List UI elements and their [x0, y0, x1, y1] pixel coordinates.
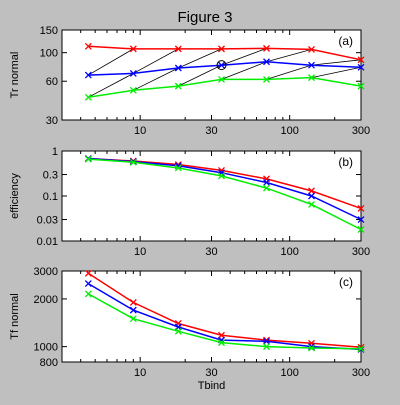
green-data-point — [129, 158, 137, 166]
plot-area — [61, 29, 362, 121]
green-data-point — [218, 339, 225, 347]
x-tick-label: 300 — [352, 125, 370, 137]
red-data-point — [357, 56, 365, 64]
y-axis-label: Tf normal — [9, 293, 21, 339]
red-data-point — [129, 298, 137, 306]
blue-data-point — [263, 58, 270, 66]
panel-c: 10 30 100 300 800 1000 2000 3000 (c) Tf normal Tbi… — [9, 266, 370, 392]
blue-data-point — [263, 178, 270, 186]
y-tick-label: 0.1 — [43, 191, 58, 203]
green-data-point — [84, 290, 92, 298]
red-data-point — [357, 204, 365, 212]
red-data-point — [84, 269, 92, 277]
guide-line — [133, 48, 179, 74]
guide-line — [133, 67, 179, 91]
guide-line — [266, 49, 312, 63]
y-axis-label: Tr normal — [9, 52, 21, 99]
y-tick-label: 0.01 — [37, 236, 58, 248]
red-data-point — [263, 44, 270, 52]
blue-data-point — [357, 216, 365, 223]
y-tick-label: 150 — [40, 25, 58, 37]
green-data-point — [174, 82, 182, 90]
x-tick-label: 100 — [280, 367, 298, 379]
x-tick-label: 10 — [134, 367, 146, 379]
x-tick-label: 30 — [205, 246, 217, 258]
x-tick-label: 300 — [352, 246, 370, 258]
y-tick-label: 1000 — [34, 342, 58, 354]
green-data-point — [129, 86, 137, 94]
panel-label: (b) — [338, 155, 353, 169]
guide-line — [178, 48, 222, 69]
red-data-point — [174, 45, 182, 53]
y-tick-label: 60 — [46, 76, 58, 88]
blue-data-point — [308, 61, 315, 69]
x-tick-label: 10 — [134, 246, 146, 258]
green-data-point — [308, 200, 315, 208]
blue-data-point — [129, 306, 137, 314]
blue-data-point — [84, 280, 92, 288]
x-tick-label: 100 — [280, 246, 298, 258]
blue-data-point — [84, 71, 92, 79]
guide-line — [311, 66, 362, 79]
guide-line — [88, 48, 134, 76]
y-tick-label: 800 — [40, 357, 58, 369]
green-data-point — [218, 75, 225, 83]
blue-data-point — [308, 192, 315, 200]
panel-b: 10 30 100 300 0.01 0.03 0.1 0.3 1 (b) efficiency — [9, 146, 370, 258]
green-data-point — [218, 172, 225, 180]
panel-a: 10 30 100 300 30 60 100 150 (a) Tr normal — [9, 25, 370, 137]
figure-title: Figure 3 — [177, 9, 232, 26]
red-data-point — [308, 187, 315, 195]
panel-label: (c) — [339, 275, 353, 289]
red-data-point — [84, 42, 92, 50]
y-axis-label: efficiency — [9, 173, 21, 219]
green-data-point — [357, 226, 365, 233]
blue-data-point — [357, 63, 365, 71]
blue-data-point — [218, 61, 225, 69]
red-data-point — [308, 45, 315, 53]
x-tick-label: 10 — [134, 125, 146, 137]
guide-line — [266, 64, 312, 80]
circle-marker — [216, 60, 227, 71]
y-tick-label: 3000 — [34, 266, 58, 278]
guide-line — [178, 64, 222, 87]
y-tick-label: 1 — [52, 146, 58, 158]
blue-data-point — [174, 64, 182, 72]
green-data-point — [357, 345, 365, 353]
x-tick-label: 100 — [280, 125, 298, 137]
green-data-point — [84, 93, 92, 101]
green-data-point — [84, 155, 92, 163]
green-data-point — [263, 343, 270, 351]
guide-line — [221, 61, 267, 80]
green-data-point — [174, 164, 182, 172]
y-tick-label: 30 — [46, 115, 58, 127]
guide-line — [311, 59, 362, 66]
x-tick-label: 30 — [205, 125, 217, 137]
x-axis-label: Tbind — [198, 380, 226, 392]
green-data-point — [263, 184, 270, 192]
guide-line — [221, 47, 267, 66]
red-data-point — [129, 45, 137, 53]
green-data-point — [357, 82, 365, 90]
green-data-point — [263, 75, 270, 83]
y-tick-label: 2000 — [34, 294, 58, 306]
blue-data-point — [263, 337, 270, 345]
green-data-point — [174, 327, 182, 335]
red-data-point — [218, 45, 225, 53]
green-data-point — [129, 315, 137, 323]
green-data-point — [308, 344, 315, 352]
x-tick-label: 30 — [205, 367, 217, 379]
x-tick-label: 300 — [352, 367, 370, 379]
y-tick-label: 0.3 — [43, 170, 58, 182]
y-tick-label: 100 — [40, 48, 58, 60]
panel-label: (a) — [338, 34, 353, 48]
y-tick-label: 0.03 — [37, 215, 58, 227]
green-data-point — [308, 74, 315, 82]
plot-area — [61, 150, 362, 242]
guide-line — [88, 73, 134, 98]
blue-data-point — [129, 69, 137, 77]
